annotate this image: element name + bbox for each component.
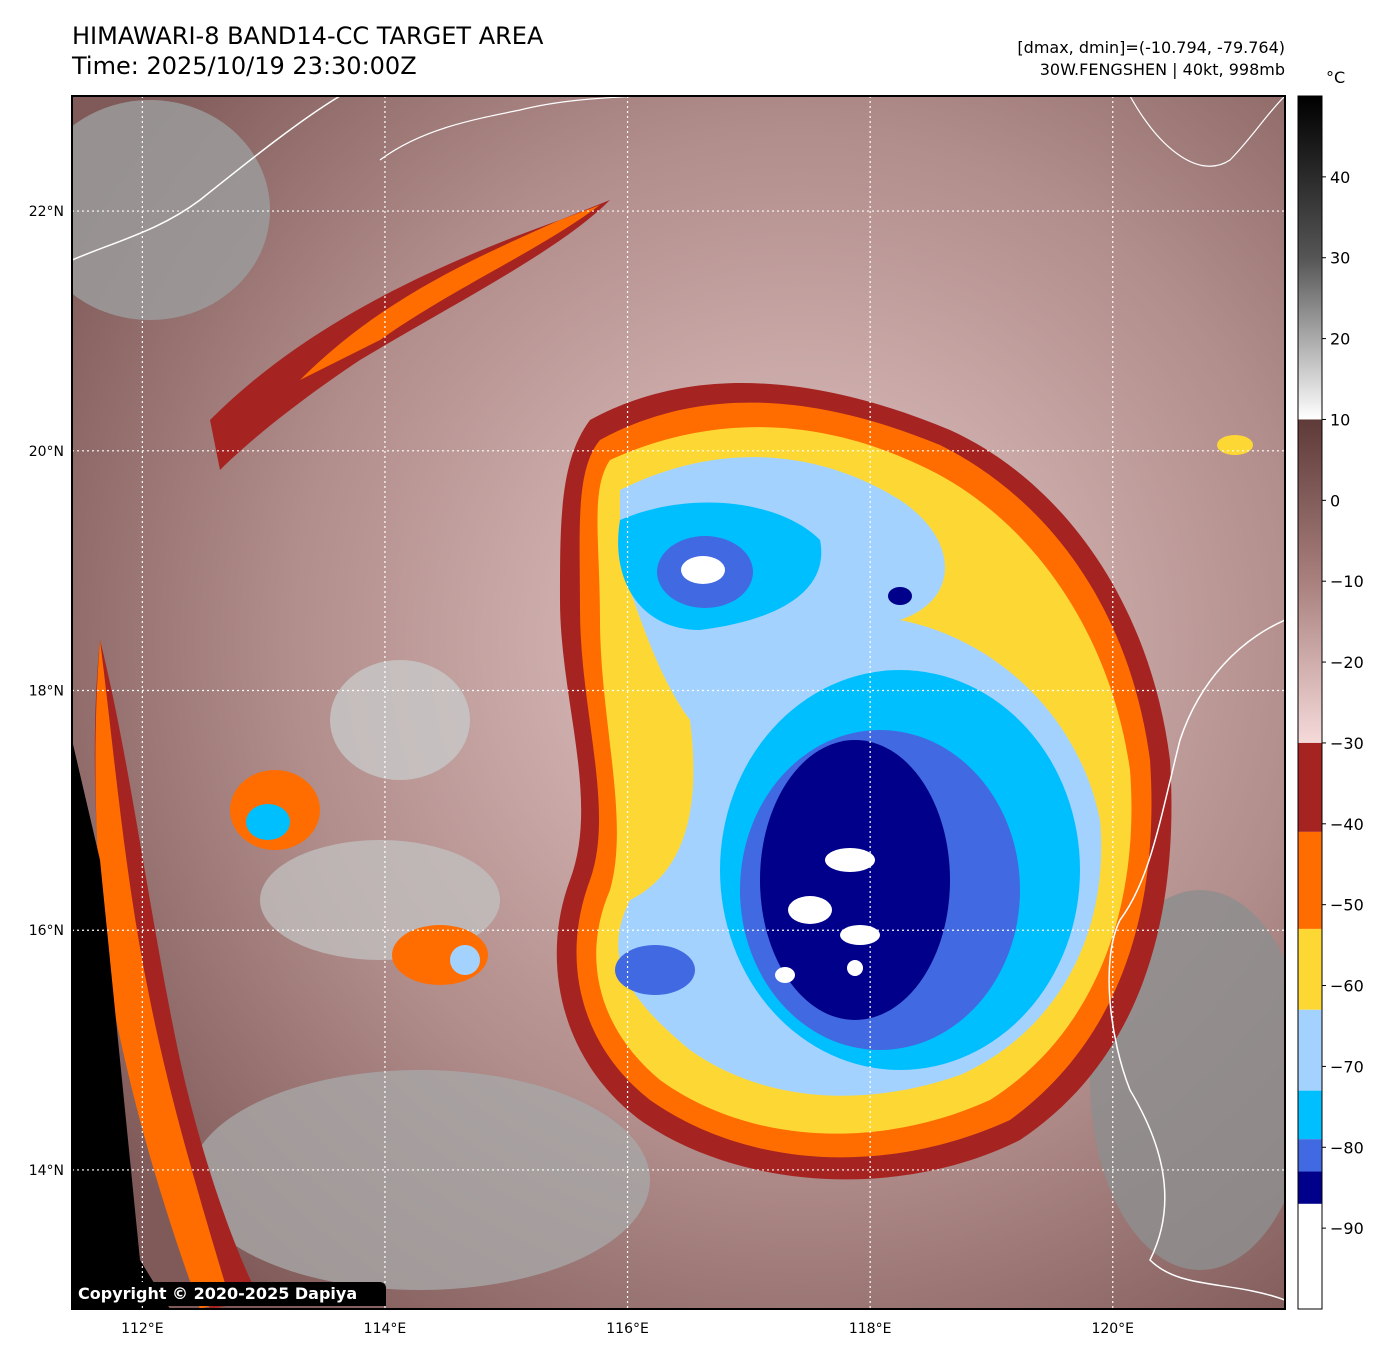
southwest-cell-blue <box>615 945 695 995</box>
coldest-tops <box>775 848 880 983</box>
lon-tick-label: 116°E <box>606 1321 649 1337</box>
colorbar-segment <box>1298 1090 1322 1140</box>
isolated-cell-w-core <box>246 804 290 840</box>
imagery-layer <box>72 96 1285 1309</box>
colorbar-segment <box>1298 419 1322 743</box>
colorbar-segment <box>1298 1139 1322 1172</box>
isolated-cell-s-core <box>450 945 480 975</box>
colorbar <box>1297 95 1323 1310</box>
coastline-china <box>72 96 341 261</box>
colorbar-segment <box>1298 1203 1322 1309</box>
colorbar-segment <box>1298 96 1322 420</box>
copyright-badge: Copyright © 2020-2025 Dapiya <box>74 1282 386 1306</box>
lon-tick-label: 120°E <box>1091 1321 1134 1337</box>
isolated-cell-ne <box>1217 435 1253 455</box>
coastline-guangdong <box>379 96 641 161</box>
coastline-taiwan <box>1129 96 1285 167</box>
coastline-luzon <box>1108 619 1285 1301</box>
rainband-west <box>95 640 230 1309</box>
small-cell-ne <box>888 587 912 605</box>
lon-tick-label: 114°E <box>364 1321 407 1337</box>
lat-tick-labels: 22°N 20°N 18°N 16°N 14°N <box>29 204 64 1179</box>
colorbar-tick-label: 10 <box>1330 410 1350 429</box>
colorbar-unit: °C <box>1326 68 1346 87</box>
rainband-north <box>300 205 600 380</box>
data-range-info: [dmax, dmin]=(-10.794, -79.764) <box>1017 38 1285 57</box>
main-core-navy <box>760 740 950 1020</box>
title-line-1: HIMAWARI-8 BAND14-CC TARGET AREA <box>72 22 544 50</box>
colorbar-tick-label: 20 <box>1330 330 1350 349</box>
colorbar-tick-label: −80 <box>1330 1138 1364 1157</box>
lat-tick-label: 18°N <box>29 684 64 700</box>
lat-tick-label: 20°N <box>29 444 64 460</box>
clear-patch-w <box>330 660 470 780</box>
colorbar-tick-label: −60 <box>1330 977 1364 996</box>
lon-grid <box>141 96 1114 1309</box>
colorbar-tick-label: −50 <box>1330 896 1364 915</box>
colorbar-segment <box>1298 928 1322 1010</box>
lon-tick-label: 118°E <box>849 1321 892 1337</box>
lon-tick-labels: 112°E 114°E 116°E 118°E 120°E <box>121 1321 1134 1337</box>
title-line-2: Time: 2025/10/19 23:30:00Z <box>72 52 417 80</box>
colorbar-tick-label: −40 <box>1330 815 1364 834</box>
no-data-region <box>72 740 170 1309</box>
rainband-north-dark <box>210 200 610 470</box>
colorbar-frame <box>1297 95 1323 1310</box>
colorbar-tick-label: −10 <box>1330 572 1364 591</box>
colorbar-segment <box>1298 742 1322 832</box>
lat-tick-label: 16°N <box>29 923 64 939</box>
colorbar-tick-label: 40 <box>1330 168 1350 187</box>
colorbar-segment <box>1298 1171 1322 1204</box>
colorbar-segment <box>1298 1009 1322 1091</box>
colorbar-tick-label: 0 <box>1330 491 1340 510</box>
land-coast-nw <box>72 100 270 320</box>
map-frame <box>71 95 1286 1310</box>
colorbar-tick-label: 30 <box>1330 249 1350 268</box>
colorbar-tick-label: −30 <box>1330 734 1364 753</box>
lat-tick-label: 14°N <box>29 1163 64 1179</box>
north-core-white <box>681 556 725 584</box>
lat-grid <box>72 210 1285 1171</box>
storm-info: 30W.FENGSHEN | 40kt, 998mb <box>1039 60 1285 79</box>
colorbar-segment <box>1298 831 1322 929</box>
colorbar-tick-label: −20 <box>1330 653 1364 672</box>
colorbar-tick-label: −70 <box>1330 1057 1364 1076</box>
lon-tick-label: 112°E <box>121 1321 164 1337</box>
colorbar-tick-labels: 40 30 20 10 0 −10 −20 −30 −40 −50 −60 −70 −80 −90 <box>1322 168 1364 1238</box>
colorbar-tick-label: −90 <box>1330 1219 1364 1238</box>
clear-area-s <box>190 1070 650 1290</box>
lat-tick-label: 22°N <box>29 204 64 220</box>
